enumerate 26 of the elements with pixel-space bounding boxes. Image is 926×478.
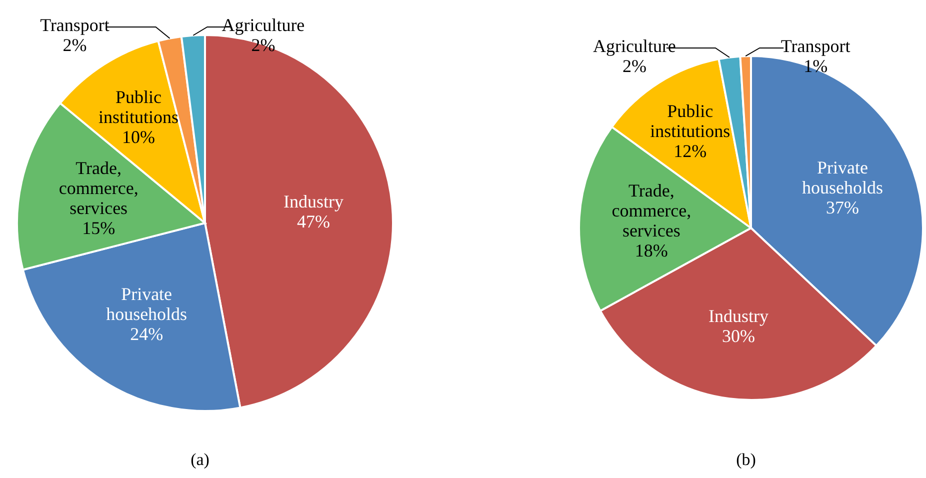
data-label: 10% [122, 127, 156, 148]
data-label: 2% [62, 35, 87, 55]
data-label: 2% [622, 56, 646, 76]
slice-label: Transport [780, 36, 850, 56]
slice-label: Agriculture [592, 36, 676, 56]
data-label: 30% [722, 326, 755, 346]
data-label: 2% [251, 35, 276, 55]
text: (a) [190, 450, 210, 470]
data-label: 15% [82, 218, 116, 238]
data-label: 37% [826, 197, 860, 218]
slice-label: Industry [708, 306, 768, 326]
slice-label: Industry [284, 192, 344, 212]
slice-label: Agriculture [222, 15, 305, 35]
data-label: 12% [674, 141, 707, 162]
slice-label: Public institutions [98, 87, 179, 128]
text: (b) [735, 450, 757, 470]
data-label: 47% [297, 212, 330, 232]
slice-label: Trade, commerce, services [58, 158, 138, 218]
slice-label: Transport [40, 15, 110, 35]
slice-label: Public institutions [650, 101, 730, 142]
slice-label: Trade, commerce, services [612, 180, 692, 241]
slice-label: Private households [106, 284, 188, 324]
slice-label: Private households [802, 157, 884, 198]
data-label: 18% [634, 240, 668, 261]
data-label: 1% [804, 56, 828, 76]
data-label: 24% [130, 324, 164, 344]
